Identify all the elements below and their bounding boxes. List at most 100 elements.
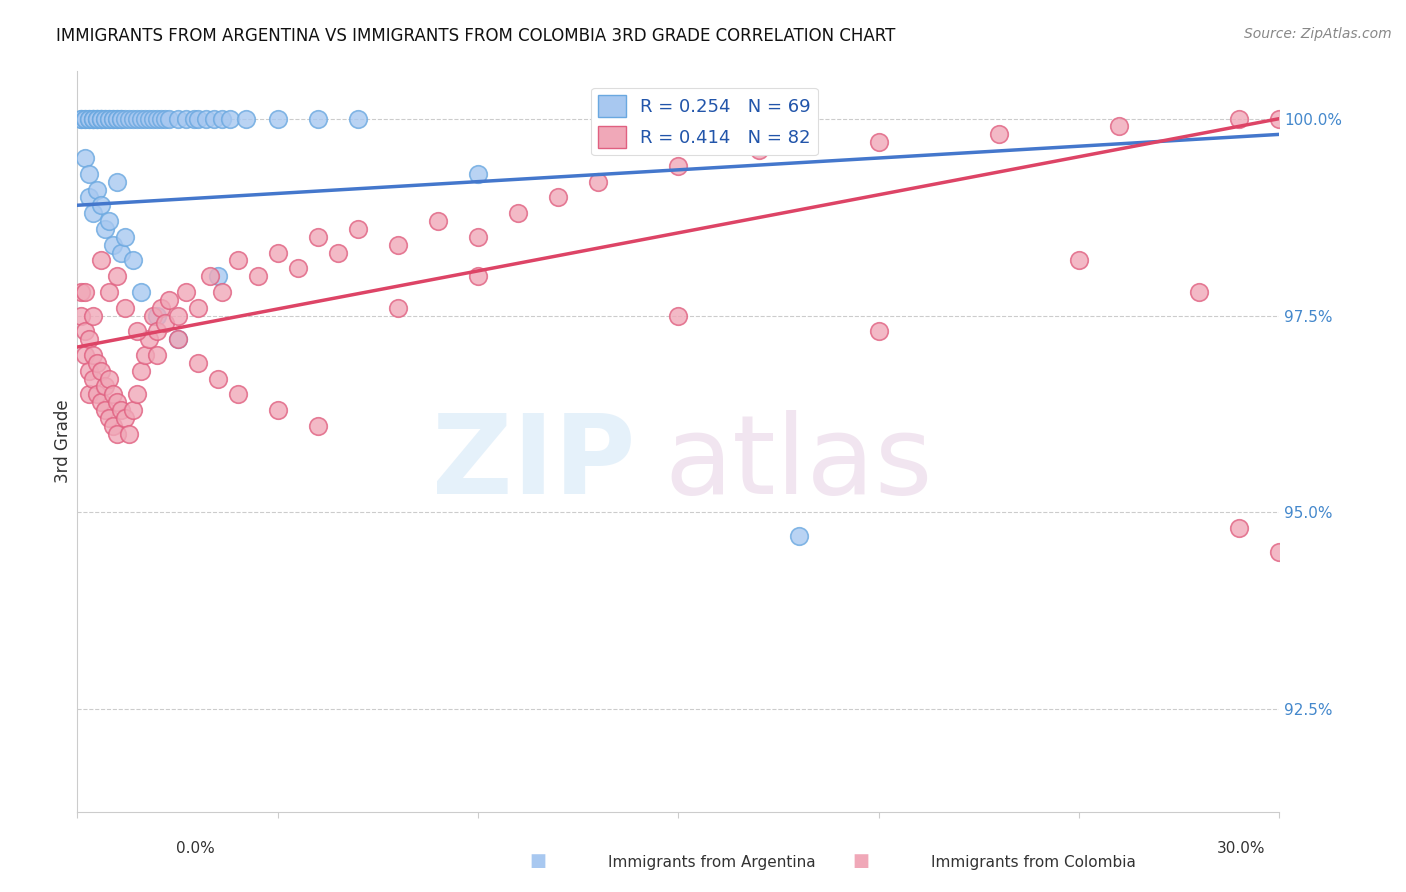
Point xyxy=(94,112,117,126)
Point xyxy=(82,371,104,385)
Point xyxy=(226,253,249,268)
Point xyxy=(114,411,136,425)
Point xyxy=(98,112,121,126)
Point xyxy=(307,229,329,244)
Text: Immigrants from Argentina: Immigrants from Argentina xyxy=(607,855,815,870)
Point xyxy=(142,309,165,323)
Point xyxy=(90,253,112,268)
Point xyxy=(75,112,97,126)
Text: atlas: atlas xyxy=(665,410,932,517)
Point xyxy=(508,206,530,220)
Point xyxy=(114,301,136,315)
Point xyxy=(127,324,149,338)
Point xyxy=(94,112,117,126)
Point xyxy=(114,229,136,244)
Point xyxy=(287,261,309,276)
Legend: R = 0.254   N = 69, R = 0.414   N = 82: R = 0.254 N = 69, R = 0.414 N = 82 xyxy=(592,87,818,155)
Point xyxy=(1229,112,1251,126)
Text: ZIP: ZIP xyxy=(433,410,636,517)
Point xyxy=(467,269,489,284)
Point xyxy=(107,112,129,126)
Point xyxy=(107,395,129,409)
Point xyxy=(467,229,489,244)
Point xyxy=(70,285,93,299)
Point xyxy=(427,214,450,228)
Point xyxy=(668,309,690,323)
Point xyxy=(307,112,329,126)
Point xyxy=(131,364,153,378)
Point xyxy=(86,182,108,196)
Point xyxy=(218,112,240,126)
Point xyxy=(1268,545,1291,559)
Point xyxy=(86,112,108,126)
Point xyxy=(588,175,610,189)
Point xyxy=(79,364,101,378)
Point xyxy=(107,175,129,189)
Point xyxy=(79,332,101,346)
Point xyxy=(86,387,108,401)
Point xyxy=(107,112,129,126)
Point xyxy=(202,112,225,126)
Point xyxy=(868,324,890,338)
Point xyxy=(98,411,121,425)
Point xyxy=(122,403,145,417)
Point xyxy=(748,143,770,157)
Point xyxy=(1229,521,1251,535)
Point xyxy=(467,167,489,181)
Y-axis label: 3rd Grade: 3rd Grade xyxy=(55,400,73,483)
Point xyxy=(668,159,690,173)
Text: Immigrants from Colombia: Immigrants from Colombia xyxy=(932,855,1136,870)
Point xyxy=(138,332,160,346)
Point xyxy=(207,371,229,385)
Point xyxy=(86,356,108,370)
Point xyxy=(267,245,290,260)
Point xyxy=(103,418,125,433)
Point xyxy=(103,112,125,126)
Point xyxy=(142,112,165,126)
Point xyxy=(79,112,101,126)
Point xyxy=(131,285,153,299)
Point xyxy=(226,387,249,401)
Point xyxy=(122,253,145,268)
Point xyxy=(127,387,149,401)
Point xyxy=(79,167,101,181)
Point xyxy=(159,112,181,126)
Text: Source: ZipAtlas.com: Source: ZipAtlas.com xyxy=(1244,27,1392,41)
Point xyxy=(174,112,197,126)
Point xyxy=(868,135,890,149)
Point xyxy=(134,112,156,126)
Point xyxy=(94,403,117,417)
Point xyxy=(90,112,112,126)
Point xyxy=(90,112,112,126)
Point xyxy=(94,222,117,236)
Point xyxy=(82,309,104,323)
Point xyxy=(387,237,409,252)
Point xyxy=(155,317,177,331)
Point xyxy=(98,371,121,385)
Point xyxy=(75,285,97,299)
Point xyxy=(211,112,233,126)
Point xyxy=(547,190,569,204)
Point xyxy=(98,112,121,126)
Text: 0.0%: 0.0% xyxy=(176,841,215,856)
Point xyxy=(75,348,97,362)
Point xyxy=(107,269,129,284)
Point xyxy=(110,112,132,126)
Point xyxy=(131,112,153,126)
Point xyxy=(326,245,349,260)
Point xyxy=(98,214,121,228)
Point xyxy=(166,112,188,126)
Point xyxy=(146,112,169,126)
Point xyxy=(122,112,145,126)
Point xyxy=(90,364,112,378)
Point xyxy=(70,112,93,126)
Point xyxy=(194,112,217,126)
Point xyxy=(307,418,329,433)
Point xyxy=(159,293,181,307)
Point xyxy=(387,301,409,315)
Point xyxy=(146,309,169,323)
Point xyxy=(118,112,141,126)
Point xyxy=(267,403,290,417)
Point xyxy=(207,269,229,284)
Point xyxy=(146,348,169,362)
